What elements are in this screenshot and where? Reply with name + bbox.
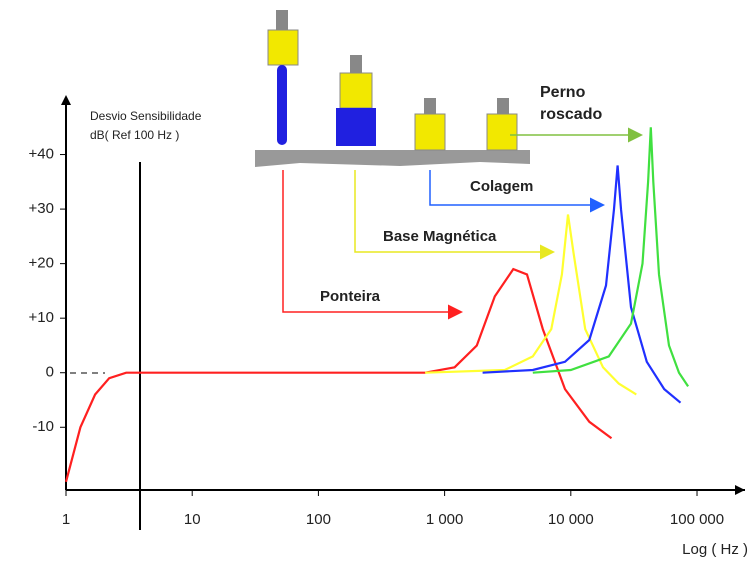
x-tick-label: 10 bbox=[184, 511, 201, 528]
chart: Desvio Sensibilidade dB( Ref 100 Hz ) Lo… bbox=[0, 0, 752, 566]
series-label: Perno roscado bbox=[540, 82, 610, 126]
series-line bbox=[533, 127, 688, 386]
y-tick-label: +20 bbox=[29, 255, 54, 272]
y-tick-label: -10 bbox=[32, 418, 54, 435]
y-tick-label: +10 bbox=[29, 309, 54, 326]
x-tick-label: 1 bbox=[62, 511, 70, 528]
annotation: dB( Ref 100 Hz ) bbox=[90, 128, 179, 142]
x-tick-label: 100 bbox=[306, 511, 331, 528]
series-label: Base Magnética bbox=[383, 228, 497, 245]
x-tick-label: 10 000 bbox=[548, 511, 594, 528]
y-tick-label: 0 bbox=[46, 364, 54, 381]
mounting-illustration bbox=[255, 10, 530, 167]
x-tick-label: 1 000 bbox=[426, 511, 464, 528]
annotation: Desvio Sensibilidade bbox=[90, 109, 202, 123]
page: Desvio Sensibilidade dB( Ref 100 Hz ) Lo… bbox=[0, 0, 752, 566]
x-axis-label: Log ( Hz ) bbox=[682, 541, 748, 558]
series-label: Ponteira bbox=[320, 288, 381, 305]
x-tick-label: 100 000 bbox=[670, 511, 724, 528]
series-label: Colagem bbox=[470, 178, 533, 195]
y-tick-label: +40 bbox=[29, 146, 54, 163]
y-tick-label: +30 bbox=[29, 200, 54, 217]
